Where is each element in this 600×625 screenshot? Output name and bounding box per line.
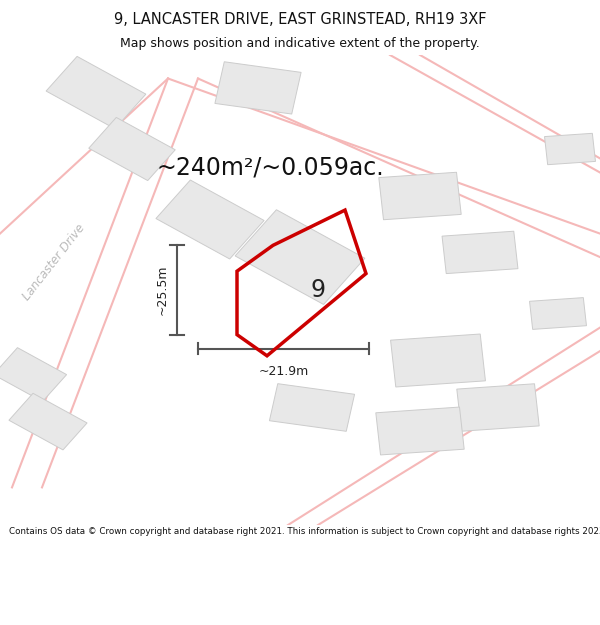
Text: Contains OS data © Crown copyright and database right 2021. This information is : Contains OS data © Crown copyright and d… [9,527,600,536]
Polygon shape [391,334,485,387]
Polygon shape [89,118,175,181]
Polygon shape [530,298,586,329]
Text: 9, LANCASTER DRIVE, EAST GRINSTEAD, RH19 3XF: 9, LANCASTER DRIVE, EAST GRINSTEAD, RH19… [114,12,486,27]
Polygon shape [376,407,464,455]
Polygon shape [379,173,461,220]
Text: 9: 9 [311,278,325,302]
Polygon shape [235,210,365,304]
Text: ~25.5m: ~25.5m [155,265,169,315]
Text: ~21.9m: ~21.9m [259,365,308,378]
Polygon shape [457,384,539,431]
Polygon shape [545,133,595,164]
Polygon shape [156,180,264,259]
Polygon shape [46,56,146,129]
Text: ~240m²/~0.059ac.: ~240m²/~0.059ac. [156,156,384,180]
Polygon shape [215,62,301,114]
Polygon shape [9,393,87,450]
Polygon shape [0,348,67,401]
Polygon shape [442,231,518,274]
Text: Map shows position and indicative extent of the property.: Map shows position and indicative extent… [120,38,480,51]
Text: Lancaster Drive: Lancaster Drive [20,221,88,302]
Polygon shape [269,384,355,431]
